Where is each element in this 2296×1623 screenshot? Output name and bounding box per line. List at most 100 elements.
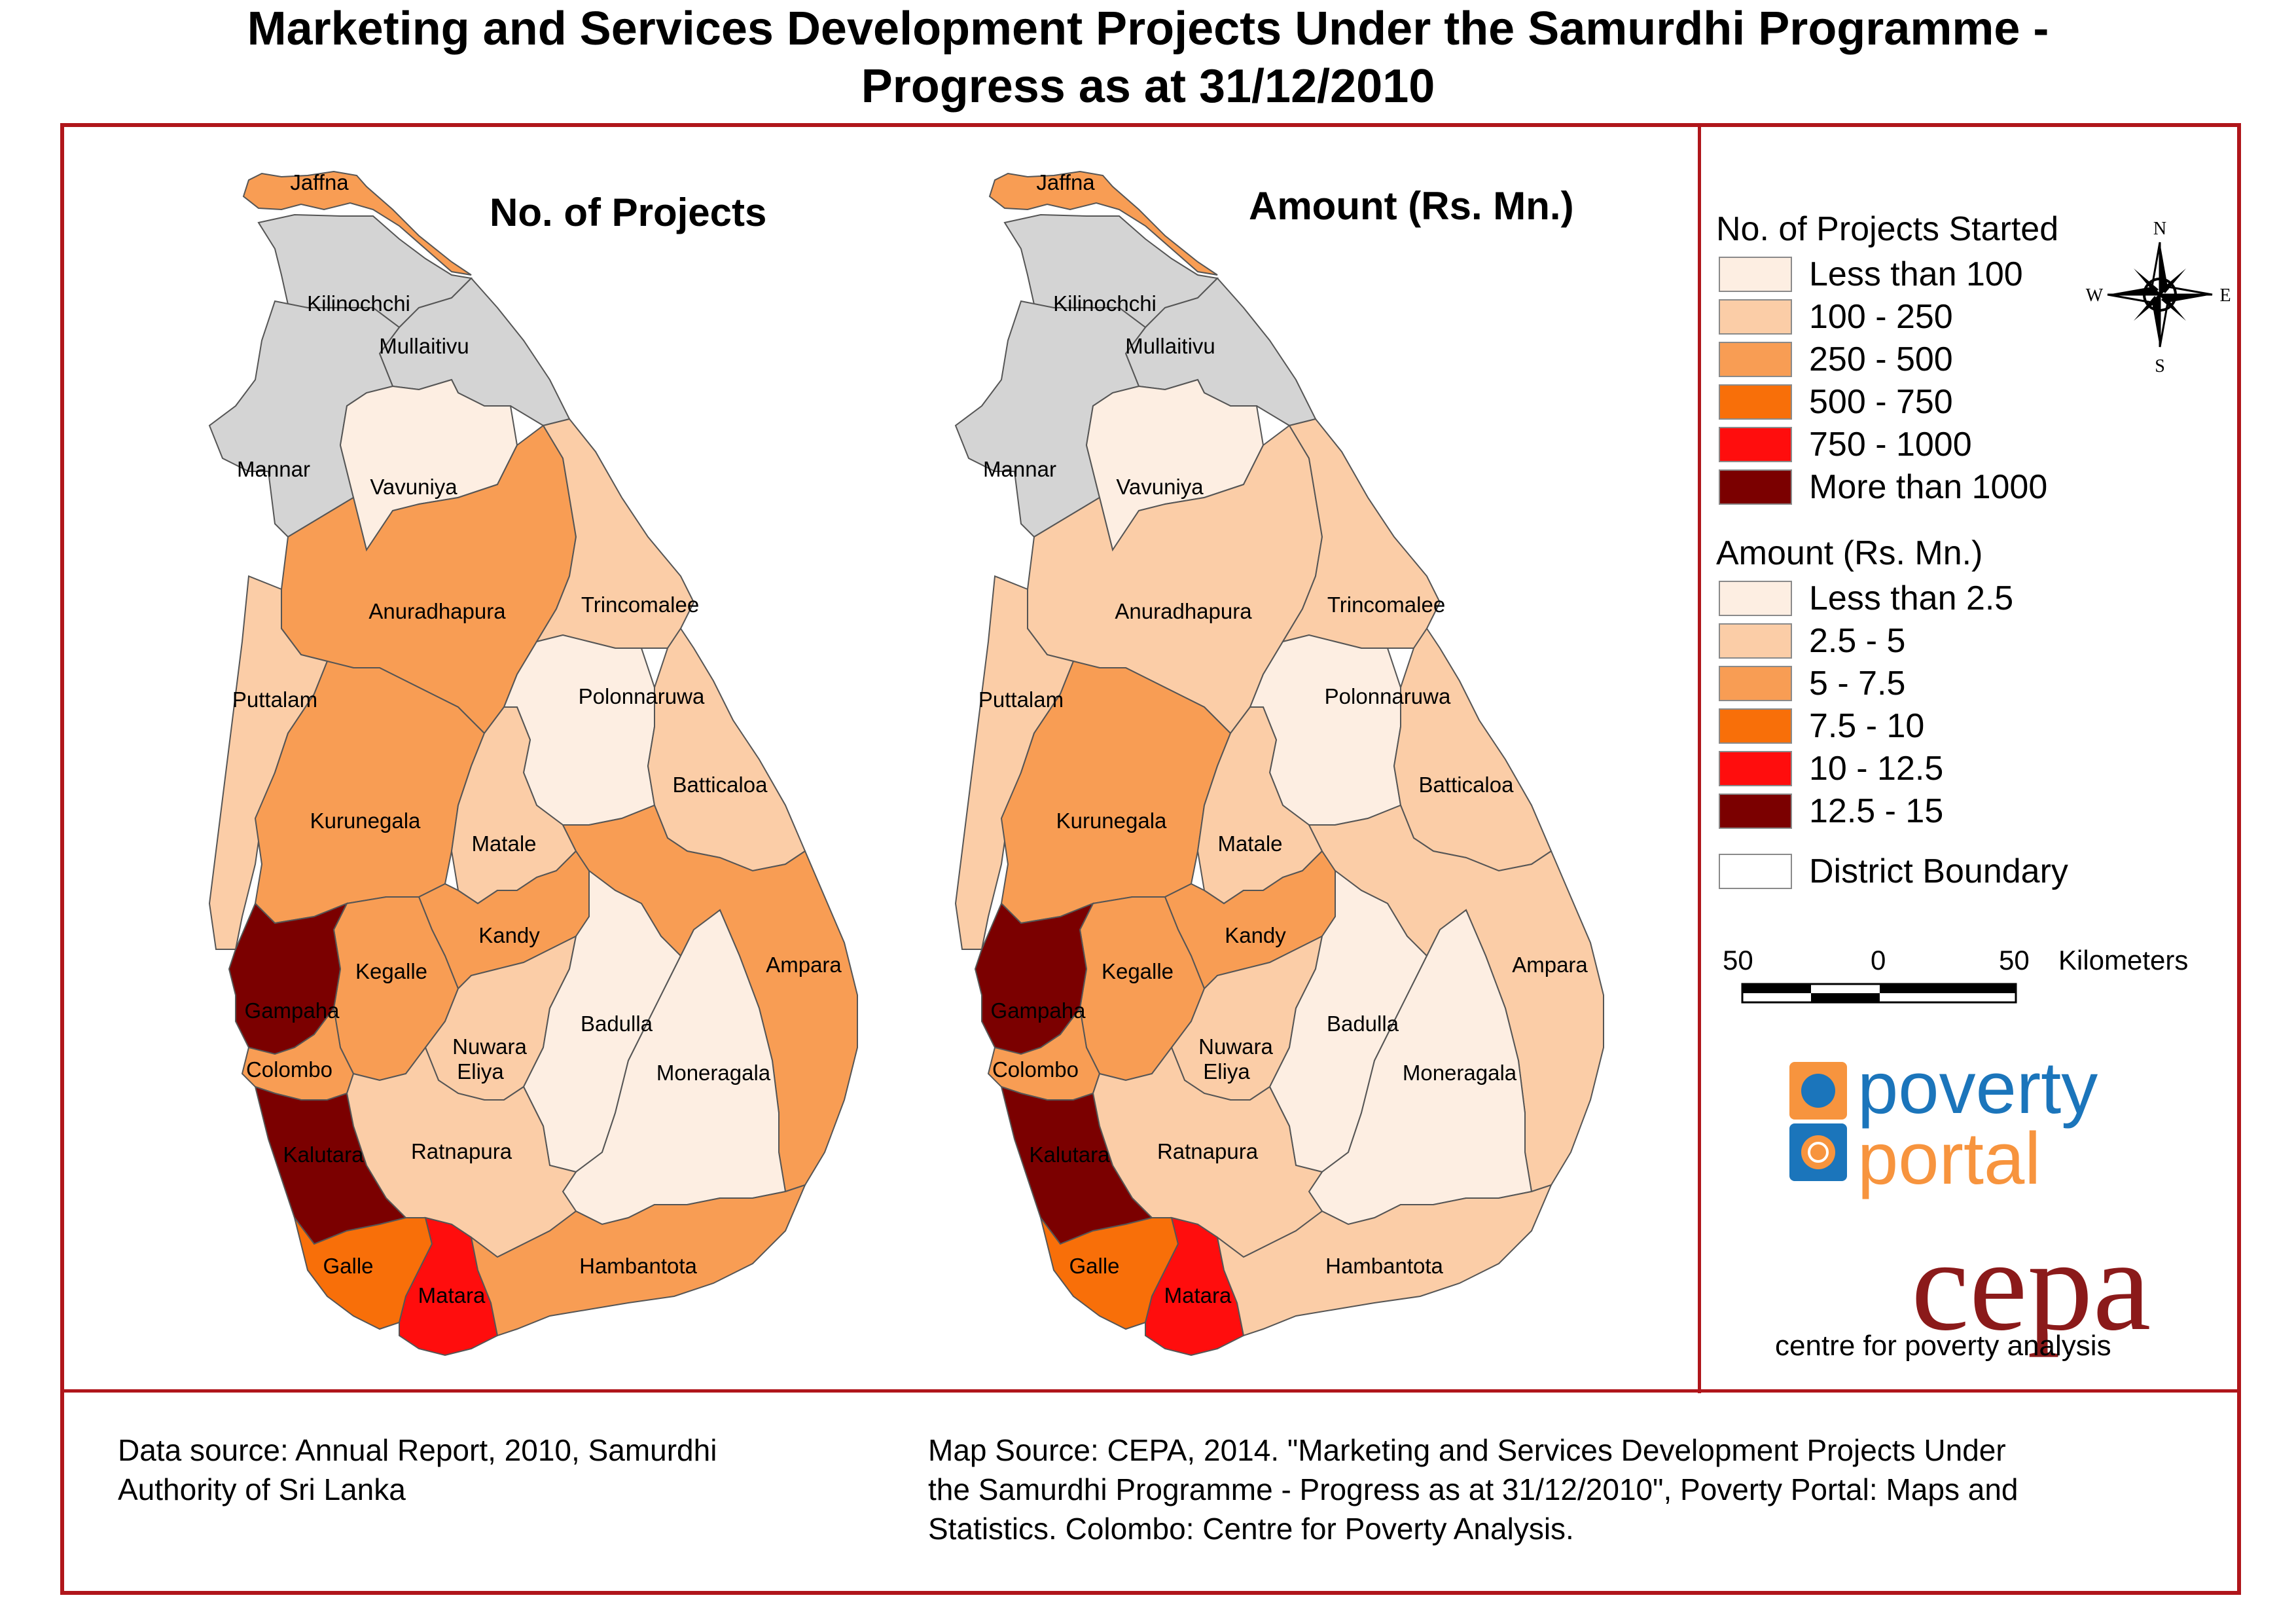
district-label: Polonnaruwa	[579, 684, 705, 708]
legend-item: Less than 2.5	[1719, 579, 2013, 617]
map-amount: Jaffna Kilinochchi Mullaitivu Mannar Vavuniy…	[954, 170, 1604, 1357]
data-source-line-1: Data source: Annual Report, 2010, Samurd…	[118, 1433, 717, 1467]
cepa-tagline: centre for poverty analysis	[1775, 1330, 2111, 1362]
district-label: Kegalle	[1102, 959, 1174, 983]
page-title: Marketing and Services Development Proje…	[0, 0, 2296, 115]
district-label: Kandy	[478, 923, 540, 947]
legend-label: 100 - 250	[1809, 298, 1953, 336]
district-label: Moneragala	[1403, 1061, 1517, 1085]
legend-label: More than 1000	[1809, 468, 2048, 506]
district-label: Puttalam	[232, 687, 317, 712]
district-label: Nuwara Eliya	[452, 1034, 527, 1084]
district-label: Ampara	[766, 953, 842, 977]
compass-w: W	[2086, 285, 2104, 306]
district-jaffna	[242, 170, 472, 276]
legend-swatch	[1719, 257, 1792, 292]
legend-item: 7.5 - 10	[1719, 707, 1924, 745]
scale-mid: 0	[1871, 945, 1886, 976]
district-hambantota	[1216, 1184, 1552, 1337]
legend-swatch	[1719, 623, 1792, 659]
district-ratnapura	[1092, 1046, 1323, 1258]
legend-swatch	[1719, 854, 1792, 889]
district-label: Hambantota	[579, 1254, 697, 1278]
map-source: Map Source: CEPA, 2014. "Marketing and S…	[928, 1431, 2018, 1548]
district-label: Kurunegala	[1056, 809, 1167, 833]
legend-item: 5 - 7.5	[1719, 665, 1905, 702]
district-label: Batticaloa	[673, 773, 768, 797]
legend-label: 7.5 - 10	[1809, 707, 1925, 745]
district-label: Matale	[471, 831, 536, 856]
district-label: Trincomalee	[581, 593, 699, 617]
district-label: Batticaloa	[1419, 773, 1515, 797]
district-label: Kalutara	[1030, 1142, 1111, 1167]
district-batticaloa	[1393, 627, 1552, 872]
legend-swatch	[1719, 666, 1792, 701]
legend-item: 12.5 - 15	[1719, 792, 1943, 830]
district-ratnapura	[346, 1046, 577, 1258]
legend-label: 10 - 12.5	[1809, 750, 1944, 788]
legend-swatch	[1719, 793, 1792, 829]
district-label: Anuradhapura	[368, 599, 506, 623]
district-label: Mullaitivu	[1125, 334, 1215, 358]
map-source-line-3: Statistics. Colombo: Centre for Poverty …	[928, 1512, 1574, 1546]
district-label: Ratnapura	[1157, 1139, 1259, 1163]
legend-amount-heading: Amount (Rs. Mn.)	[1716, 534, 1983, 572]
legend-swatch	[1719, 708, 1792, 744]
district-label: Ampara	[1512, 953, 1588, 977]
legend-item: 500 - 750	[1719, 383, 1953, 421]
district-label: Colombo	[246, 1057, 332, 1082]
district-label: Kalutara	[283, 1142, 365, 1167]
district-puttalam	[208, 575, 329, 950]
scale-unit: Kilometers	[2058, 945, 2189, 976]
district-label: Badulla	[1327, 1012, 1399, 1036]
legend-label: Less than 2.5	[1809, 579, 2014, 617]
legend-divider	[1698, 123, 1701, 1393]
legend-item: Less than 100	[1719, 255, 2023, 293]
title-line-2: Progress as at 31/12/2010	[861, 60, 1435, 113]
legend-swatch	[1719, 342, 1792, 377]
scale-bar	[1741, 983, 2017, 1004]
scale-left: 50	[1723, 945, 1753, 976]
legend-swatch	[1719, 469, 1792, 505]
data-source-line-2: Authority of Sri Lanka	[118, 1472, 406, 1506]
map-frame	[60, 123, 2241, 1595]
legend-label: 750 - 1000	[1809, 426, 1972, 464]
district-label: Mannar	[237, 457, 310, 481]
district-jaffna	[988, 170, 1218, 276]
legend-label: 500 - 750	[1809, 383, 1953, 421]
district-label: Mullaitivu	[379, 334, 469, 358]
compass-e: E	[2219, 285, 2231, 306]
legend-swatch	[1719, 427, 1792, 462]
district-label: Nuwara Eliya	[1198, 1034, 1273, 1084]
projects-map-title: No. of Projects	[490, 191, 767, 234]
district-hambantota	[470, 1184, 806, 1337]
district-label: Mannar	[983, 457, 1056, 481]
district-label: Moneragala	[656, 1061, 771, 1085]
district-label: Trincomalee	[1327, 593, 1445, 617]
legend-label: 2.5 - 5	[1809, 622, 1906, 660]
district-label: Anuradhapura	[1115, 599, 1252, 623]
legend-swatch	[1719, 581, 1792, 616]
district-label: Jaffna	[290, 170, 349, 194]
district-label: Galle	[1069, 1254, 1119, 1278]
footer-divider	[60, 1389, 2241, 1393]
data-source: Data source: Annual Report, 2010, Samurd…	[118, 1431, 717, 1509]
north-arrow-icon: N S E W	[2086, 219, 2231, 376]
district-label: Matale	[1217, 831, 1282, 856]
compass-n: N	[2153, 219, 2166, 239]
portal-word: portal	[1857, 1118, 2041, 1199]
map-projects: Jaffna Kilinochchi Mullaitivu Mannar Vavuniy…	[208, 170, 858, 1357]
district-label: Puttalam	[978, 687, 1064, 712]
legend-item: 10 - 12.5	[1719, 750, 1943, 788]
district-label: Kandy	[1225, 923, 1286, 947]
legend-label: 12.5 - 15	[1809, 792, 1944, 830]
district-label: Hambantota	[1325, 1254, 1443, 1278]
district-label: Kilinochchi	[307, 291, 410, 316]
district-label: Matara	[1164, 1283, 1232, 1307]
district-puttalam	[954, 575, 1075, 950]
district-label: Kurunegala	[310, 809, 421, 833]
legend-swatch	[1719, 299, 1792, 335]
legend-item: 2.5 - 5	[1719, 622, 1905, 660]
legend-item: 100 - 250	[1719, 298, 1953, 336]
legend-item: 750 - 1000	[1719, 426, 1972, 464]
